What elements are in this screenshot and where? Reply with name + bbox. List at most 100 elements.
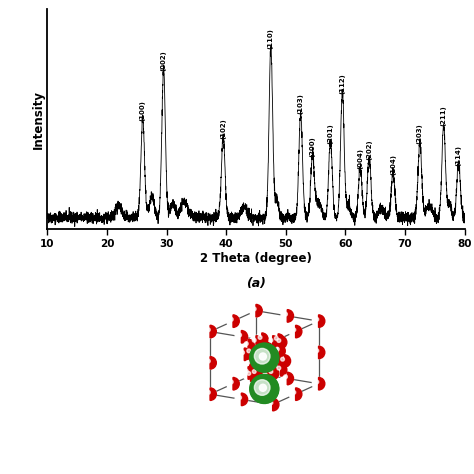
Circle shape — [274, 364, 287, 376]
Circle shape — [289, 388, 302, 401]
Circle shape — [312, 315, 325, 328]
Y-axis label: Intensity: Intensity — [32, 90, 45, 148]
Wedge shape — [251, 369, 257, 382]
Text: (110): (110) — [268, 28, 274, 49]
Circle shape — [259, 384, 266, 392]
Circle shape — [261, 370, 273, 383]
Circle shape — [204, 356, 216, 369]
Wedge shape — [296, 325, 302, 338]
Circle shape — [283, 375, 287, 379]
Circle shape — [238, 333, 241, 337]
Wedge shape — [281, 364, 287, 376]
Circle shape — [258, 336, 262, 339]
Circle shape — [250, 304, 262, 317]
Wedge shape — [233, 377, 239, 390]
Wedge shape — [287, 372, 293, 385]
Wedge shape — [210, 388, 216, 401]
Text: (102): (102) — [220, 118, 226, 139]
Wedge shape — [256, 304, 262, 317]
Circle shape — [273, 345, 285, 357]
Circle shape — [238, 348, 251, 361]
Wedge shape — [244, 348, 251, 361]
Circle shape — [255, 360, 268, 373]
Circle shape — [274, 337, 278, 340]
Wedge shape — [287, 310, 293, 322]
Circle shape — [235, 393, 247, 406]
Wedge shape — [256, 367, 262, 380]
Wedge shape — [262, 360, 268, 373]
Circle shape — [244, 369, 257, 382]
Circle shape — [229, 380, 233, 384]
Wedge shape — [241, 330, 247, 343]
Wedge shape — [319, 346, 325, 359]
Circle shape — [269, 338, 273, 342]
Wedge shape — [319, 377, 325, 390]
Circle shape — [272, 356, 284, 369]
Wedge shape — [273, 398, 279, 411]
Circle shape — [252, 338, 256, 342]
Wedge shape — [251, 346, 257, 359]
Circle shape — [315, 349, 319, 353]
Circle shape — [258, 363, 262, 367]
Wedge shape — [278, 334, 284, 346]
Circle shape — [255, 333, 268, 346]
Circle shape — [242, 367, 254, 379]
Circle shape — [204, 325, 216, 338]
Circle shape — [250, 375, 279, 403]
Circle shape — [252, 370, 256, 374]
Wedge shape — [278, 356, 284, 369]
Circle shape — [266, 398, 279, 411]
Wedge shape — [273, 367, 279, 380]
Circle shape — [241, 351, 245, 355]
Text: (112): (112) — [339, 73, 346, 94]
Text: (104): (104) — [390, 154, 396, 175]
Circle shape — [246, 361, 250, 365]
Circle shape — [289, 325, 302, 338]
Wedge shape — [319, 315, 325, 328]
Circle shape — [207, 328, 210, 332]
Wedge shape — [296, 388, 302, 401]
Circle shape — [227, 377, 239, 390]
Circle shape — [247, 349, 251, 353]
Circle shape — [259, 353, 266, 360]
Wedge shape — [210, 356, 216, 369]
Circle shape — [243, 358, 256, 371]
Circle shape — [312, 377, 325, 390]
Text: (002): (002) — [161, 50, 166, 71]
Wedge shape — [233, 315, 239, 328]
Wedge shape — [273, 336, 279, 348]
Circle shape — [244, 346, 257, 359]
Circle shape — [269, 370, 273, 374]
Circle shape — [266, 336, 279, 348]
Circle shape — [283, 312, 287, 316]
Text: (202): (202) — [366, 140, 372, 160]
Wedge shape — [248, 367, 254, 379]
Circle shape — [227, 315, 239, 328]
Circle shape — [281, 372, 293, 385]
X-axis label: 2 Theta (degree): 2 Theta (degree) — [200, 252, 312, 265]
Circle shape — [269, 401, 273, 405]
Circle shape — [292, 328, 296, 332]
Circle shape — [272, 334, 284, 346]
Wedge shape — [267, 342, 273, 355]
Text: (211): (211) — [441, 105, 447, 126]
Circle shape — [252, 307, 256, 311]
Circle shape — [250, 336, 262, 348]
Circle shape — [207, 391, 210, 394]
Circle shape — [281, 310, 293, 322]
Circle shape — [204, 388, 216, 401]
Text: (100): (100) — [140, 100, 146, 121]
Circle shape — [281, 357, 284, 361]
Circle shape — [277, 339, 281, 342]
Text: (103): (103) — [298, 93, 304, 114]
Circle shape — [255, 380, 270, 395]
Circle shape — [245, 342, 248, 346]
Wedge shape — [250, 358, 256, 371]
Circle shape — [247, 372, 251, 375]
Wedge shape — [279, 345, 285, 357]
Circle shape — [255, 348, 270, 364]
Wedge shape — [262, 333, 268, 346]
Circle shape — [315, 318, 319, 321]
Text: (200): (200) — [310, 136, 316, 157]
Circle shape — [250, 367, 262, 380]
